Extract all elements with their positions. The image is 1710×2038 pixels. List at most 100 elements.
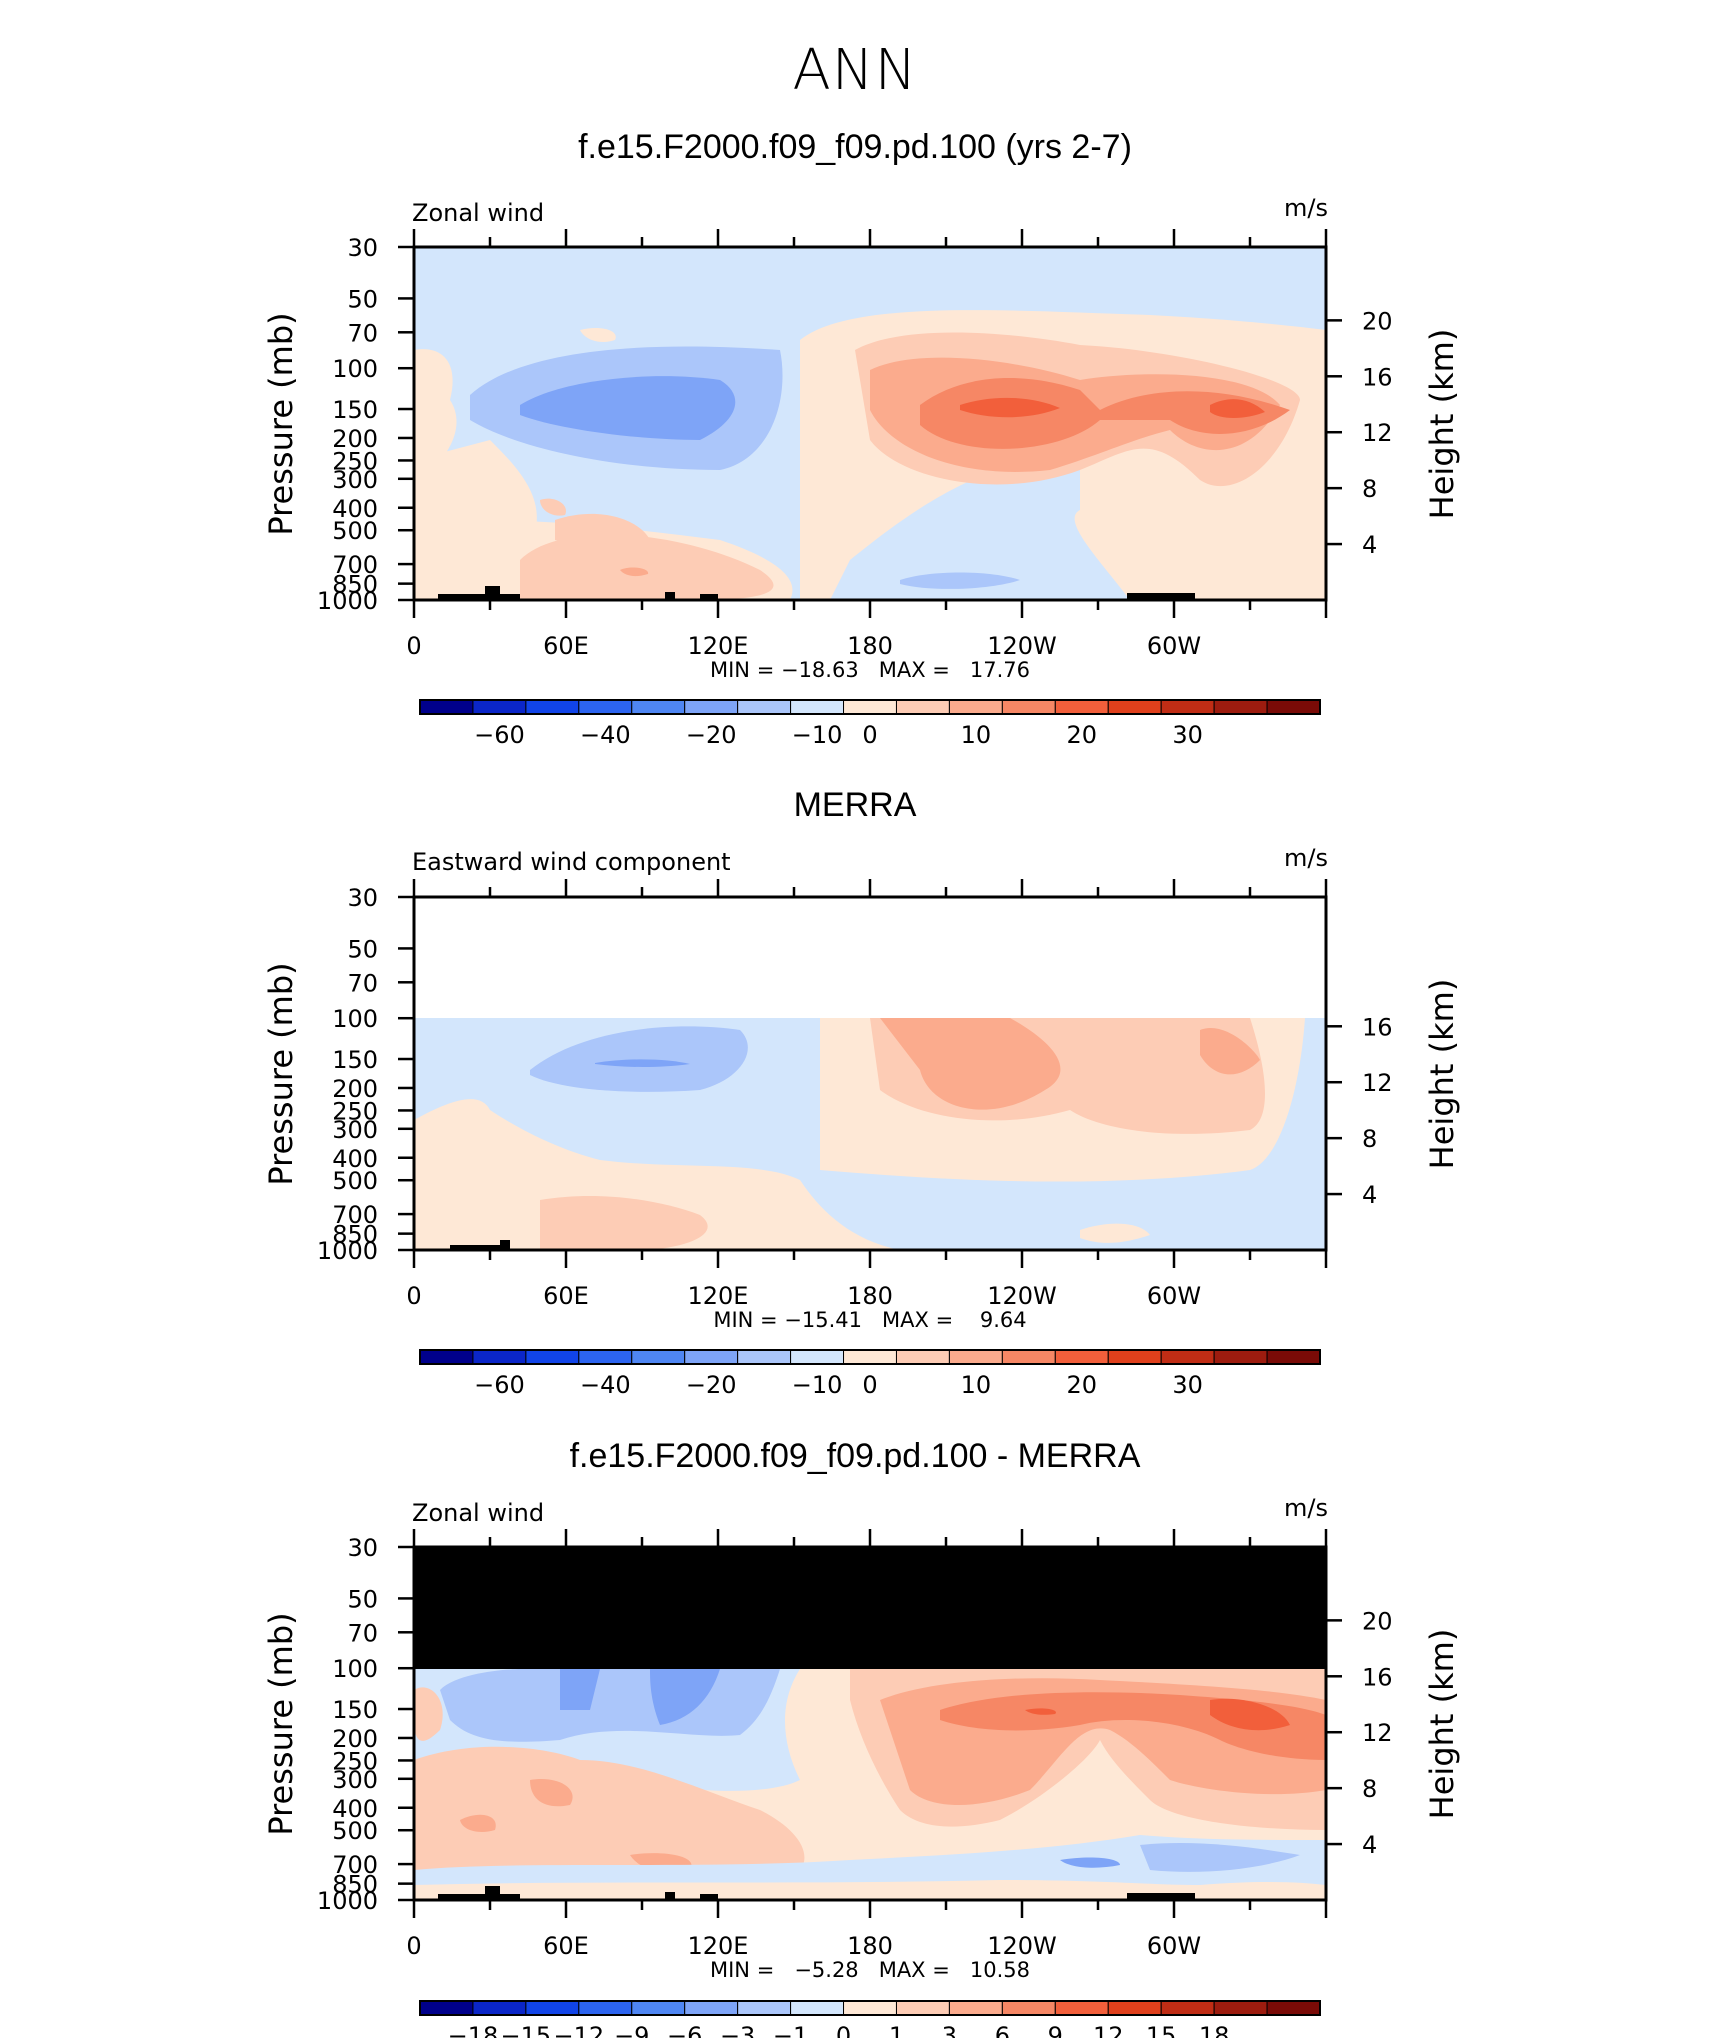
colorbar-label: 6 <box>995 2022 1010 2038</box>
colorbar-label: 0 <box>862 721 877 749</box>
x-tick-label: 0 <box>406 1282 421 1310</box>
colorbar-label: −6 <box>667 2022 702 2038</box>
colorbar-swatch <box>419 1349 474 1365</box>
colorbar-label: −10 <box>792 721 843 749</box>
colorbar-swatch <box>843 699 897 715</box>
x-tick-label: 0 <box>406 632 421 660</box>
colorbar-label: −18 <box>448 2022 499 2038</box>
y-tick-label: 50 <box>347 935 378 963</box>
y-tick-label: 30 <box>347 1534 378 1562</box>
y-tick-label: 850 <box>332 571 378 599</box>
colorbar-label: −60 <box>474 721 525 749</box>
colorbar-frame <box>419 699 1321 715</box>
x-tick-label: 120E <box>688 1932 749 1960</box>
y-tick-label: 200 <box>332 1725 378 1753</box>
y-tick-label: 100 <box>332 1005 378 1033</box>
panel-2-left-string: Eastward wind component <box>412 848 731 876</box>
y2-tick-label: 8 <box>1362 1125 1377 1153</box>
y-tick-label: 700 <box>332 1851 378 1879</box>
colorbar-label: 3 <box>942 2022 957 2038</box>
colorbar-label: 30 <box>1172 1371 1203 1399</box>
y-tick-label: 70 <box>347 969 378 997</box>
colorbar-swatch <box>525 2000 580 2016</box>
colorbar-swatch <box>578 1349 633 1365</box>
colorbar-label: −12 <box>553 2022 604 2038</box>
colorbar-1: −60 −40 −20 −10 0 10 20 30 <box>419 699 1321 749</box>
colorbar-swatch <box>525 699 580 715</box>
y-tick-label: 150 <box>332 1696 378 1724</box>
x-tick-label: 120W <box>987 1932 1057 1960</box>
panel-2-y2-label: Height (km) <box>1423 979 1461 1170</box>
colorbar-swatch <box>419 2000 474 2016</box>
y-tick-label: 70 <box>347 1619 378 1647</box>
colorbar-label: 15 <box>1146 2022 1177 2038</box>
y-tick-label: 400 <box>332 495 378 523</box>
x-tick-label: 60W <box>1147 1282 1201 1310</box>
colorbar-swatch <box>948 1349 1003 1365</box>
colorbar-swatch <box>1001 699 1056 715</box>
y-tick-label: 1000 <box>317 587 378 615</box>
colorbar-label: 12 <box>1093 2022 1124 2038</box>
y-tick-label: 500 <box>332 517 378 545</box>
page-title: ANN <box>792 38 918 103</box>
y-tick-label: 70 <box>347 319 378 347</box>
colorbar-swatch <box>895 699 950 715</box>
y-tick-label: 200 <box>332 1075 378 1103</box>
panel-2-y-label: Pressure (mb) <box>262 962 300 1185</box>
y-tick-label: 700 <box>332 551 378 579</box>
panel-2: Eastward wind component m/s 305070100150… <box>262 844 1461 1399</box>
colorbar-swatch <box>737 2000 792 2016</box>
colorbar-swatch <box>631 2000 686 2016</box>
panel-1-title: f.e15.F2000.f09_f09.pd.100 (yrs 2-7) <box>578 128 1132 166</box>
panel-3-title: f.e15.F2000.f09_f09.pd.100 - MERRA <box>569 1437 1141 1475</box>
colorbar-swatch <box>948 699 1003 715</box>
colorbar-label: −10 <box>792 1371 843 1399</box>
y-tick-label: 300 <box>332 1116 378 1144</box>
colorbar-swatch <box>895 2000 950 2016</box>
colorbar-label: −9 <box>614 2022 649 2038</box>
panel-2-stats: MIN = −15.41 MAX = 9.64 <box>713 1308 1026 1332</box>
x-tick-label: 180 <box>847 632 893 660</box>
colorbar-swatch <box>843 1349 897 1365</box>
colorbar-swatch <box>1266 2000 1321 2016</box>
colorbar-swatch <box>631 1349 686 1365</box>
colorbar-swatch <box>1213 699 1268 715</box>
colorbar-swatch <box>790 2000 845 2016</box>
colorbar-label: 20 <box>1066 721 1097 749</box>
panel-3-units: m/s <box>1284 1494 1328 1522</box>
panel-1: Zonal wind m/s <box>262 194 1461 749</box>
x-tick-label: 60E <box>543 632 589 660</box>
colorbar-swatch <box>472 1349 527 1365</box>
panel-3-left-string: Zonal wind <box>412 1499 544 1527</box>
y-tick-label: 500 <box>332 1167 378 1195</box>
y2-tick-label: 8 <box>1362 475 1377 503</box>
y-tick-label: 850 <box>332 1221 378 1249</box>
colorbar-swatch <box>1266 1349 1321 1365</box>
x-tick-label: 120W <box>987 632 1057 660</box>
colorbar-label: 1 <box>889 2022 904 2038</box>
x-tick-label: 60W <box>1147 632 1201 660</box>
panel-1-units: m/s <box>1284 194 1328 222</box>
colorbar-swatch <box>1054 2000 1109 2016</box>
colorbar-swatch <box>1001 2000 1056 2016</box>
y-tick-label: 250 <box>332 1747 378 1775</box>
colorbar-label: 20 <box>1066 1371 1097 1399</box>
colorbar-label: 10 <box>961 1371 992 1399</box>
colorbar-label: −20 <box>686 1371 737 1399</box>
x-tick-label: 120E <box>688 632 749 660</box>
x-tick-label: 120E <box>688 1282 749 1310</box>
colorbar-swatch <box>895 1349 950 1365</box>
colorbar-swatch <box>419 699 474 715</box>
y2-tick-label: 4 <box>1362 1831 1377 1859</box>
y-tick-label: 850 <box>332 1871 378 1899</box>
x-tick-label: 180 <box>847 1932 893 1960</box>
colorbar-swatch <box>1213 2000 1268 2016</box>
colorbar-swatch <box>1160 1349 1215 1365</box>
y-tick-label: 1000 <box>317 1237 378 1265</box>
x-tick-label: 120W <box>987 1282 1057 1310</box>
colorbar-3: −18 −15 −12 −9 −6 −3 −1 0 1 3 6 9 12 15 18 <box>419 2000 1321 2038</box>
panel-3-y-label: Pressure (mb) <box>262 1612 300 1835</box>
colorbar-swatch <box>737 1349 792 1365</box>
panel-2-contours <box>414 897 1326 1250</box>
